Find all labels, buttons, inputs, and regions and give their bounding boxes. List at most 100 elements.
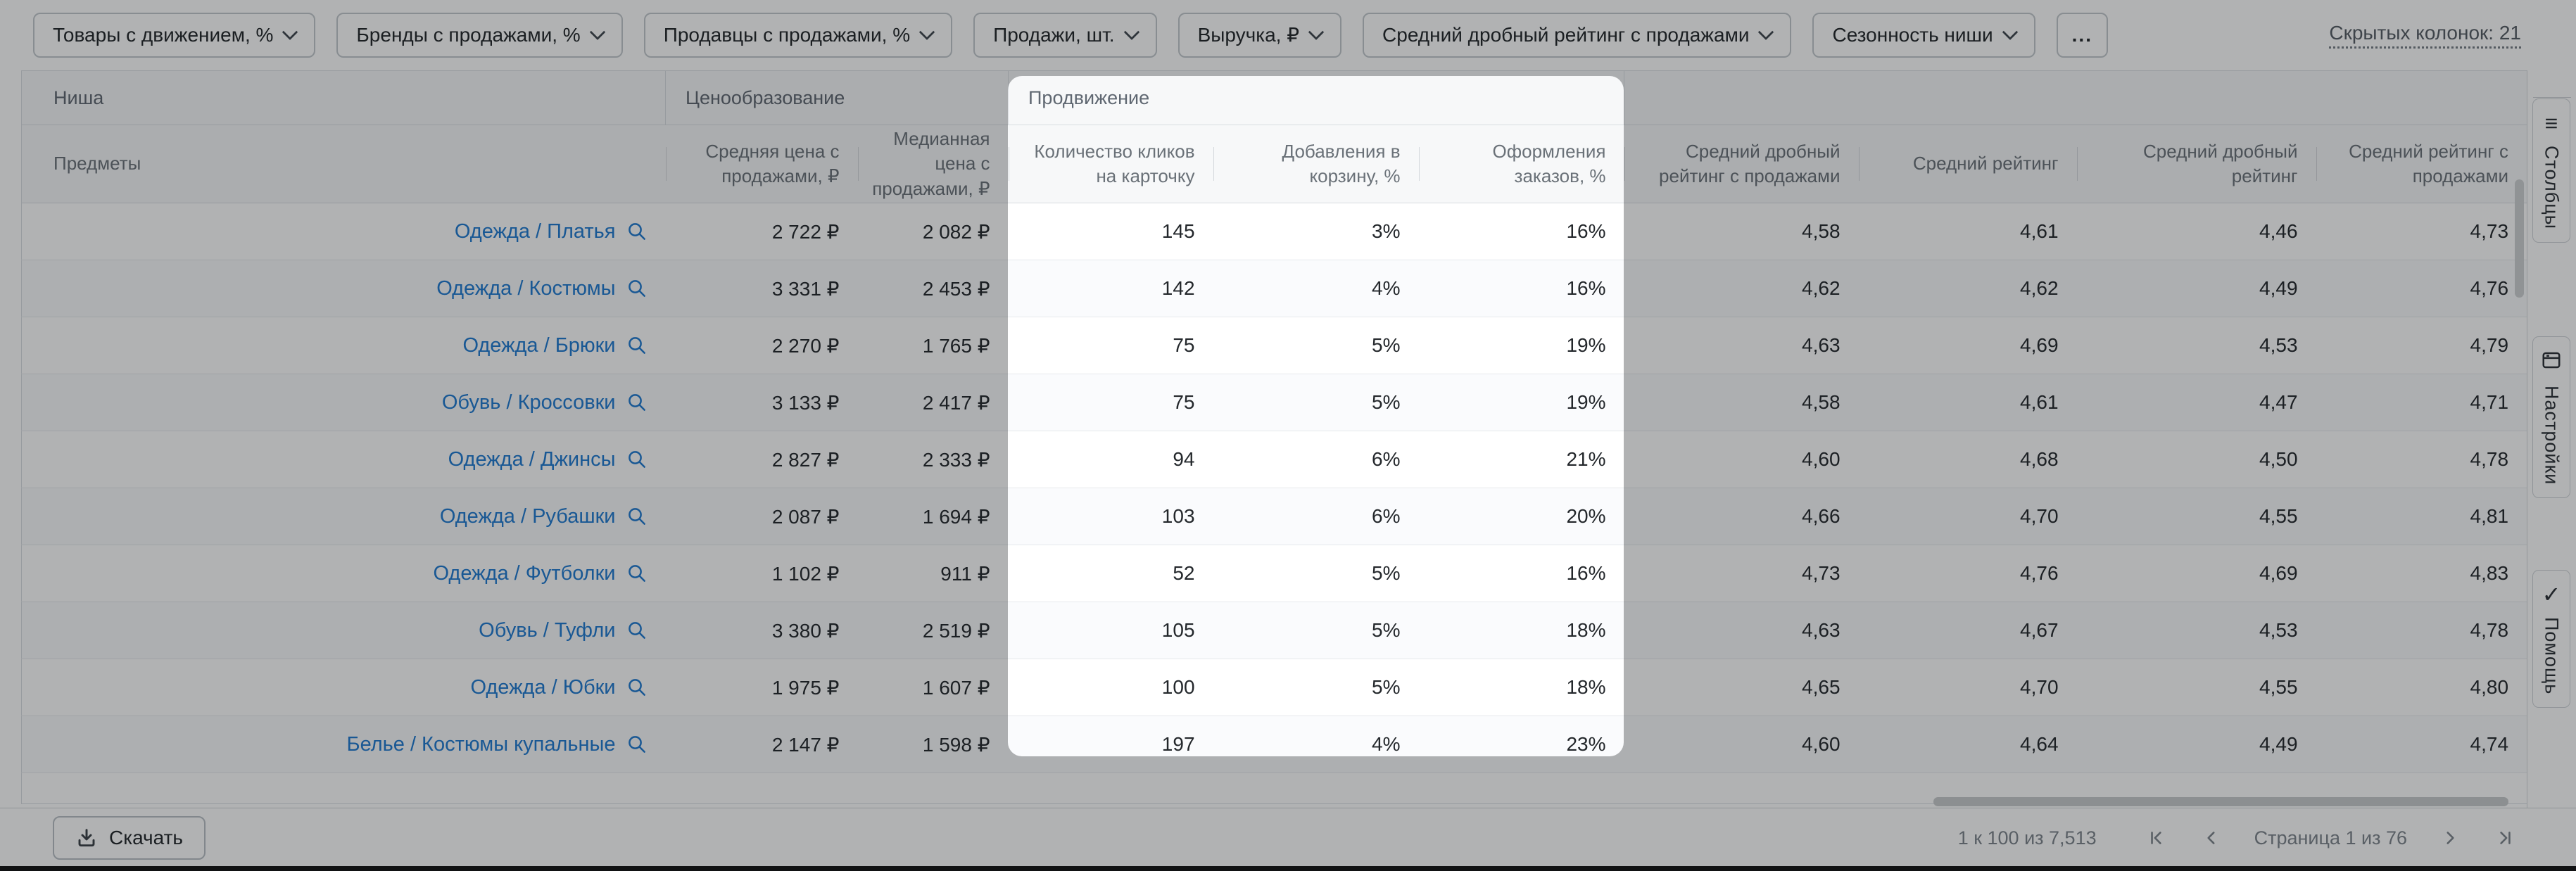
tab-label: Настройки (2541, 386, 2563, 485)
vertical-scrollbar-thumb[interactable] (2515, 179, 2524, 298)
frac-rating-cell: 4,50 (2076, 431, 2316, 488)
avg-price-cell: 3 380 ₽ (665, 602, 858, 659)
median-price-cell: 911 ₽ (857, 545, 1009, 602)
rating-sales-cell: 4,74 (2316, 716, 2527, 773)
prev-page-button[interactable] (2199, 826, 2223, 850)
more-filters-button[interactable]: ... (2056, 12, 2108, 58)
window-bottom-edge (0, 866, 2576, 871)
tab-columns[interactable]: ≡ Столбцы (2532, 98, 2570, 243)
clicks-cell: 52 (1008, 545, 1213, 602)
first-page-button[interactable] (2145, 826, 2168, 850)
frac-rating-cell: 4,49 (2076, 716, 2316, 773)
frac-rating-cell: 4,53 (2076, 317, 2316, 374)
median-price-cell: 2 417 ₽ (857, 374, 1009, 431)
table-row: Одежда / Рубашки 2 087 ₽ 1 694 ₽ 103 6% … (21, 488, 2527, 545)
column-header-checkout[interactable]: Оформления заказов, % (1418, 125, 1624, 203)
cart-pct-cell: 5% (1213, 602, 1419, 659)
niche-link[interactable]: Одежда / Брюки (462, 334, 647, 357)
rating-sales-cell: 4,76 (2316, 260, 2527, 317)
clicks-cell: 142 (1008, 260, 1213, 317)
download-button[interactable]: Скачать (53, 816, 206, 860)
avg-rating-cell: 4,70 (1858, 488, 2077, 545)
frac-rating-sales-cell: 4,60 (1624, 716, 1859, 773)
search-icon[interactable] (626, 335, 648, 356)
tab-settings[interactable]: Настройки (2532, 336, 2570, 499)
search-icon[interactable] (626, 392, 648, 413)
rating-sales-cell: 4,83 (2316, 545, 2527, 602)
search-icon[interactable] (626, 563, 648, 584)
frac-rating-cell: 4,53 (2076, 602, 2316, 659)
order-pct-cell: 16% (1418, 260, 1624, 317)
column-header-avg-rating[interactable]: Средний рейтинг (1858, 125, 2077, 203)
table-row: Обувь / Кроссовки 3 133 ₽ 2 417 ₽ 75 5% … (21, 374, 2527, 431)
search-icon[interactable] (626, 677, 648, 698)
frac-rating-sales-cell: 4,58 (1624, 203, 1859, 260)
next-page-button[interactable] (2438, 826, 2462, 850)
filter-niche-seasonality[interactable]: Сезонность ниши (1812, 12, 2035, 58)
filter-revenue[interactable]: Выручка, ₽ (1177, 12, 1342, 58)
column-header-card-clicks[interactable]: Количество кликов на карточку (1008, 125, 1213, 203)
column-header-frac-rating[interactable]: Средний дробный рейтинг (2076, 125, 2316, 203)
cart-pct-cell: 6% (1213, 488, 1419, 545)
tab-label: Помощь (2541, 617, 2563, 695)
filter-goods-movement[interactable]: Товары с движением, % (33, 12, 316, 58)
columns-icon: ≡ (2544, 110, 2558, 136)
order-pct-cell: 23% (1418, 716, 1624, 773)
hidden-columns-link[interactable]: Скрытых колонок: 21 (2329, 22, 2521, 49)
filter-brands-sales[interactable]: Бренды с продажами, % (336, 12, 623, 58)
avg-rating-cell: 4,61 (1858, 374, 2077, 431)
column-header-frac-rating-sales[interactable]: Средний дробный рейтинг с продажами (1624, 125, 1859, 203)
search-icon[interactable] (626, 506, 648, 527)
table-row: Одежда / Костюмы 3 331 ₽ 2 453 ₽ 142 4% … (21, 260, 2527, 317)
group-header-promotion: Продвижение (1008, 70, 1624, 125)
tab-help[interactable]: ✓ Помощь (2532, 570, 2570, 708)
avg-price-cell: 2 827 ₽ (665, 431, 858, 488)
group-header-row: Ниша Ценообразование Продвижение (21, 70, 2527, 125)
column-header-add-to-cart[interactable]: Добавления в корзину, % (1213, 125, 1419, 203)
order-pct-cell: 18% (1418, 659, 1624, 716)
niche-link[interactable]: Одежда / Футболки (433, 562, 647, 585)
median-price-cell: 2 519 ₽ (857, 602, 1009, 659)
avg-price-cell: 2 270 ₽ (665, 317, 858, 374)
niche-link[interactable]: Одежда / Платья (455, 220, 648, 243)
niche-link[interactable]: Обувь / Туфли (479, 619, 647, 642)
niche-label: Одежда / Юбки (470, 675, 616, 699)
pagination: 1 к 100 из 7,513 Страница 1 из 76 (1958, 826, 2517, 850)
search-icon[interactable] (626, 221, 648, 242)
niche-link[interactable]: Одежда / Костюмы (436, 277, 647, 300)
last-page-button[interactable] (2493, 826, 2517, 850)
clicks-cell: 105 (1008, 602, 1213, 659)
rating-sales-cell: 4,78 (2316, 431, 2527, 488)
column-header-rating-sales[interactable]: Средний рейтинг с продажами (2316, 125, 2527, 203)
column-header-median-price[interactable]: Медианная цена с продажами, ₽ (857, 125, 1009, 203)
search-icon[interactable] (626, 278, 648, 299)
filter-sellers-sales[interactable]: Продавцы с продажами, % (643, 12, 953, 58)
niche-link[interactable]: Одежда / Юбки (470, 676, 647, 699)
chevron-right-icon (2446, 832, 2454, 844)
frac-rating-sales-cell: 4,73 (1624, 545, 1859, 602)
rating-sales-cell: 4,78 (2316, 602, 2527, 659)
footer-bar: Скачать 1 к 100 из 7,513 Страница 1 из 7… (0, 808, 2576, 867)
search-icon[interactable] (626, 734, 648, 755)
search-icon[interactable] (626, 449, 648, 470)
filter-sales-qty[interactable]: Продажи, шт. (973, 12, 1157, 58)
column-header-avg-price[interactable]: Средняя цена с продажами, ₽ (665, 125, 858, 203)
column-header-items[interactable]: Предметы (21, 125, 666, 203)
niche-link[interactable]: Одежда / Рубашки (440, 505, 648, 528)
horizontal-scrollbar-thumb[interactable] (1933, 797, 2508, 806)
niche-link[interactable]: Белье / Костюмы купальные (347, 733, 648, 756)
rating-sales-cell: 4,81 (2316, 488, 2527, 545)
search-icon[interactable] (626, 620, 648, 641)
filter-avg-frac-rating-sales[interactable]: Средний дробный рейтинг с продажами (1363, 12, 1792, 58)
clicks-cell: 145 (1008, 203, 1213, 260)
cart-pct-cell: 6% (1213, 431, 1419, 488)
avg-price-cell: 3 133 ₽ (665, 374, 858, 431)
clicks-cell: 75 (1008, 374, 1213, 431)
clicks-cell: 75 (1008, 317, 1213, 374)
group-header-ratings (1624, 70, 2527, 125)
filter-label: Продажи, шт. (993, 23, 1115, 46)
niches-table: Ниша Ценообразование Продвижение Предмет… (21, 70, 2528, 804)
niche-link[interactable]: Одежда / Джинсы (448, 448, 648, 471)
niche-link[interactable]: Обувь / Кроссовки (442, 391, 648, 414)
